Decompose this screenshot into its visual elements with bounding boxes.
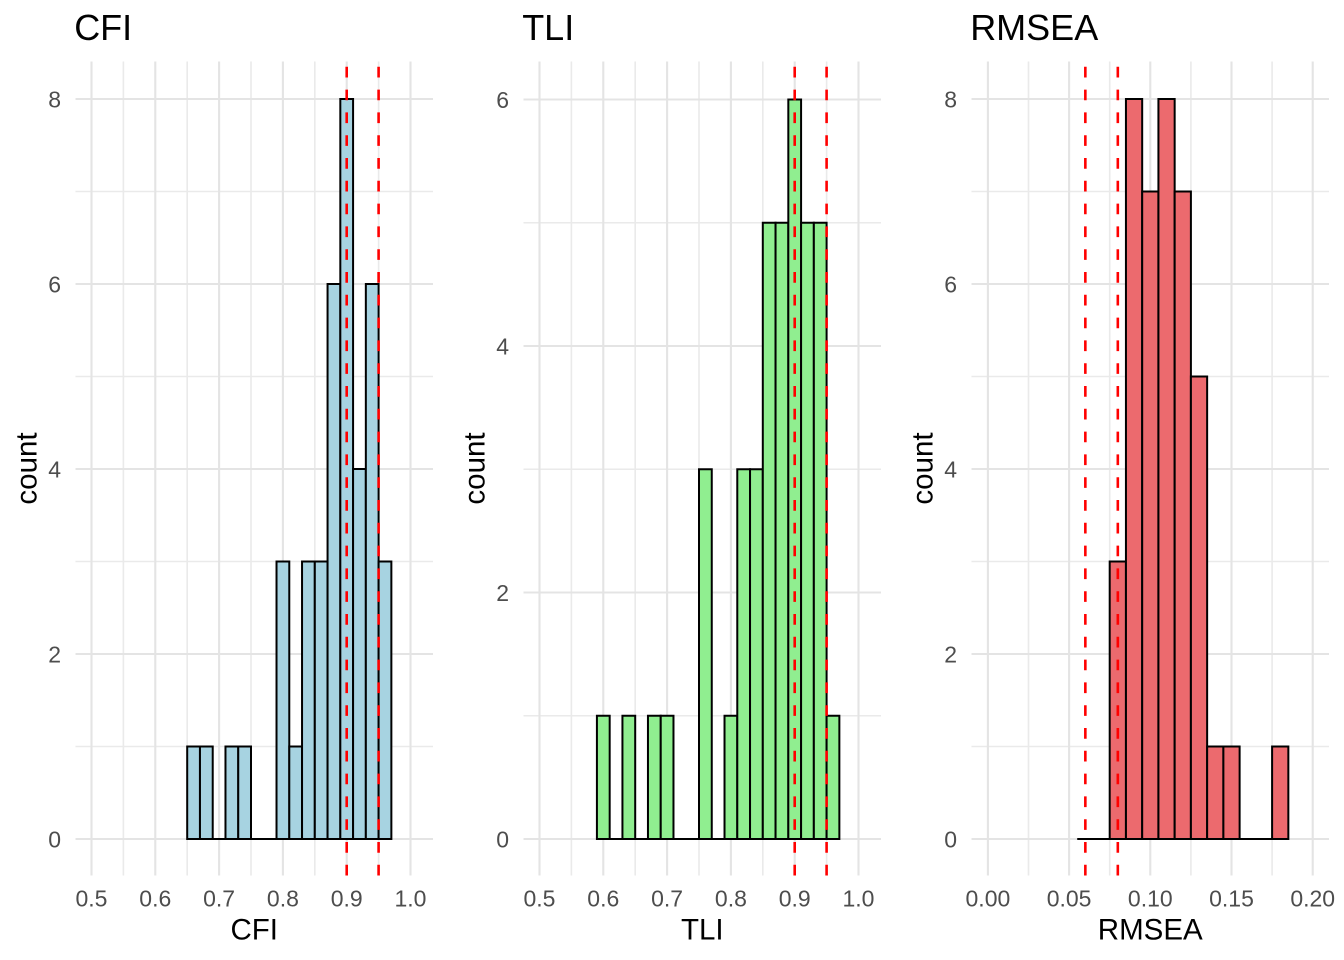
svg-text:0.7: 0.7 <box>651 886 683 912</box>
svg-text:4: 4 <box>48 456 61 482</box>
svg-text:4: 4 <box>496 333 509 359</box>
svg-text:4: 4 <box>944 456 957 482</box>
svg-text:6: 6 <box>48 271 61 297</box>
svg-text:TLI: TLI <box>681 914 724 947</box>
svg-text:0: 0 <box>48 826 61 852</box>
svg-text:8: 8 <box>48 86 61 112</box>
svg-text:0.8: 0.8 <box>267 886 299 912</box>
svg-text:RMSEA: RMSEA <box>1098 914 1203 947</box>
svg-text:count: count <box>11 432 44 504</box>
svg-text:6: 6 <box>944 271 957 297</box>
svg-text:2: 2 <box>48 641 61 667</box>
svg-text:0.00: 0.00 <box>966 886 1011 912</box>
svg-text:1.0: 1.0 <box>395 886 427 912</box>
svg-text:0.9: 0.9 <box>779 886 811 912</box>
svg-text:8: 8 <box>944 86 957 112</box>
svg-text:0: 0 <box>944 826 957 852</box>
svg-text:count: count <box>459 432 492 504</box>
svg-text:TLI: TLI <box>522 7 574 48</box>
svg-text:0.15: 0.15 <box>1209 886 1254 912</box>
svg-text:RMSEA: RMSEA <box>970 7 1098 48</box>
svg-text:CFI: CFI <box>230 914 278 947</box>
svg-text:0.05: 0.05 <box>1047 886 1092 912</box>
svg-text:count: count <box>907 432 940 504</box>
svg-text:0.8: 0.8 <box>715 886 747 912</box>
svg-text:0.5: 0.5 <box>524 886 556 912</box>
svg-text:0.7: 0.7 <box>203 886 235 912</box>
svg-text:2: 2 <box>496 580 509 606</box>
svg-text:CFI: CFI <box>74 7 132 48</box>
svg-text:0: 0 <box>496 826 509 852</box>
svg-text:1.0: 1.0 <box>843 886 875 912</box>
svg-text:0.10: 0.10 <box>1128 886 1173 912</box>
svg-text:0.6: 0.6 <box>587 886 619 912</box>
svg-text:6: 6 <box>496 87 509 113</box>
svg-text:0.5: 0.5 <box>76 886 108 912</box>
svg-text:0.6: 0.6 <box>139 886 171 912</box>
svg-text:0.9: 0.9 <box>331 886 363 912</box>
svg-text:2: 2 <box>944 641 957 667</box>
svg-text:0.20: 0.20 <box>1290 886 1335 912</box>
